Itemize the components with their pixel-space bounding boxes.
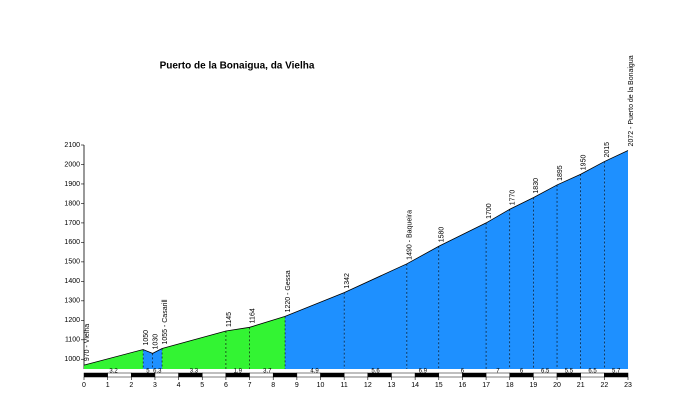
point-label: 2072 - Puerto de la Bonaigua <box>628 55 635 146</box>
point-label: 1030 <box>152 334 159 350</box>
point-label: 1770 <box>510 190 517 206</box>
profile-segment <box>557 174 581 369</box>
gradient-label: 6.5 <box>541 369 550 375</box>
point-label: 1700 <box>486 203 493 219</box>
gradient-label: 3.7 <box>263 369 272 375</box>
x-tick-label: 11 <box>341 382 348 389</box>
y-tick-label: 1500 <box>64 259 80 266</box>
profile-segment <box>249 316 286 369</box>
gradient-label: 5.6 <box>371 369 380 375</box>
profile-segment <box>486 209 510 369</box>
km-strip <box>438 372 463 378</box>
x-tick-label: 9 <box>295 382 299 389</box>
x-tick-label: 21 <box>577 382 585 389</box>
x-tick-label: 18 <box>506 382 514 389</box>
point-label: 1830 <box>533 178 540 194</box>
gradient-label: 6.3 <box>153 369 162 375</box>
km-strip <box>272 372 298 378</box>
gradient-label: 3.2 <box>109 369 118 375</box>
x-tick-label: 0 <box>82 382 86 389</box>
profile-segment <box>225 327 250 369</box>
x-tick-label: 15 <box>435 382 443 389</box>
profile-segment <box>533 184 558 369</box>
x-tick-label: 6 <box>224 382 228 389</box>
point-label: 1220 - Gessa <box>285 270 292 312</box>
point-label: 1055 - Casarill <box>162 299 169 345</box>
y-tick-label: 2100 <box>64 142 80 149</box>
y-tick-label: 1600 <box>64 239 80 246</box>
point-label: 970 - Vielha <box>84 324 91 361</box>
x-tick-label: 2 <box>129 382 133 389</box>
gradient-label: 5.5 <box>565 369 574 375</box>
km-strip <box>391 372 416 378</box>
x-tick-label: 14 <box>411 382 419 389</box>
km-strip <box>462 372 487 378</box>
x-tick-label: 4 <box>177 382 181 389</box>
x-tick-label: 12 <box>364 382 372 389</box>
profile-segment <box>344 263 407 369</box>
x-tick-label: 10 <box>317 382 325 389</box>
point-label: 1050 <box>143 330 150 346</box>
profile-segment <box>285 292 345 369</box>
x-tick-label: 1 <box>106 382 110 389</box>
gradient-label: 6 <box>461 369 465 375</box>
profile-segment <box>604 150 628 369</box>
point-label: 1580 <box>439 227 446 243</box>
y-tick-label: 1800 <box>64 200 80 207</box>
km-strip <box>343 372 369 378</box>
point-label: 1145 <box>226 312 233 327</box>
gradient-label: 5 <box>146 369 150 375</box>
km-strip <box>604 372 629 378</box>
x-tick-label: 23 <box>624 382 632 389</box>
x-tick-label: 5 <box>200 382 204 389</box>
point-label: 1950 <box>581 155 588 171</box>
profile-segment <box>162 331 226 369</box>
profile-segment <box>580 161 605 369</box>
y-tick-label: 1100 <box>65 337 80 344</box>
point-label: 2015 <box>604 142 611 158</box>
km-strip <box>83 372 108 378</box>
profile-segment <box>438 222 487 369</box>
gradient-label: 6.9 <box>419 369 428 375</box>
point-label: 1342 <box>344 273 351 289</box>
y-tick-label: 1200 <box>64 317 80 324</box>
y-tick-label: 1400 <box>64 278 80 285</box>
gradient-label: 1.9 <box>234 369 243 375</box>
profile-segment <box>143 349 153 369</box>
x-tick-label: 17 <box>482 382 490 389</box>
gradient-label: 6 <box>520 369 524 375</box>
x-tick-label: 20 <box>553 382 561 389</box>
gradient-label: 6.5 <box>588 369 597 375</box>
gradient-label: 5.7 <box>612 369 621 375</box>
gradient-label: 7 <box>496 369 500 375</box>
x-tick-label: 7 <box>248 382 252 389</box>
profile-segment <box>152 348 163 369</box>
x-tick-label: 13 <box>388 382 396 389</box>
chart-title: Puerto de la Bonaigua, da Vielha <box>160 61 315 72</box>
point-label: 1490 - Baqueira <box>407 210 414 260</box>
y-tick-label: 2000 <box>64 161 80 168</box>
km-strip <box>131 372 156 378</box>
profile-segment <box>406 246 439 369</box>
point-label: 1895 <box>557 165 564 181</box>
y-tick-label: 1900 <box>64 181 80 188</box>
y-tick-label: 1000 <box>64 356 80 363</box>
km-strip <box>202 372 227 378</box>
x-tick-label: 16 <box>459 382 467 389</box>
x-tick-label: 8 <box>271 382 275 389</box>
y-tick-label: 1300 <box>64 298 80 305</box>
km-strip <box>320 372 345 378</box>
x-tick-label: 19 <box>529 382 537 389</box>
point-label: 1164 <box>249 308 256 323</box>
gradient-label: 3.3 <box>190 369 199 375</box>
x-tick-label: 22 <box>600 382 608 389</box>
gradient-label: 4.9 <box>310 369 319 375</box>
y-tick-label: 1700 <box>64 220 80 227</box>
x-tick-label: 3 <box>153 382 157 389</box>
profile-segment <box>509 197 534 369</box>
profile-segment <box>84 349 144 369</box>
